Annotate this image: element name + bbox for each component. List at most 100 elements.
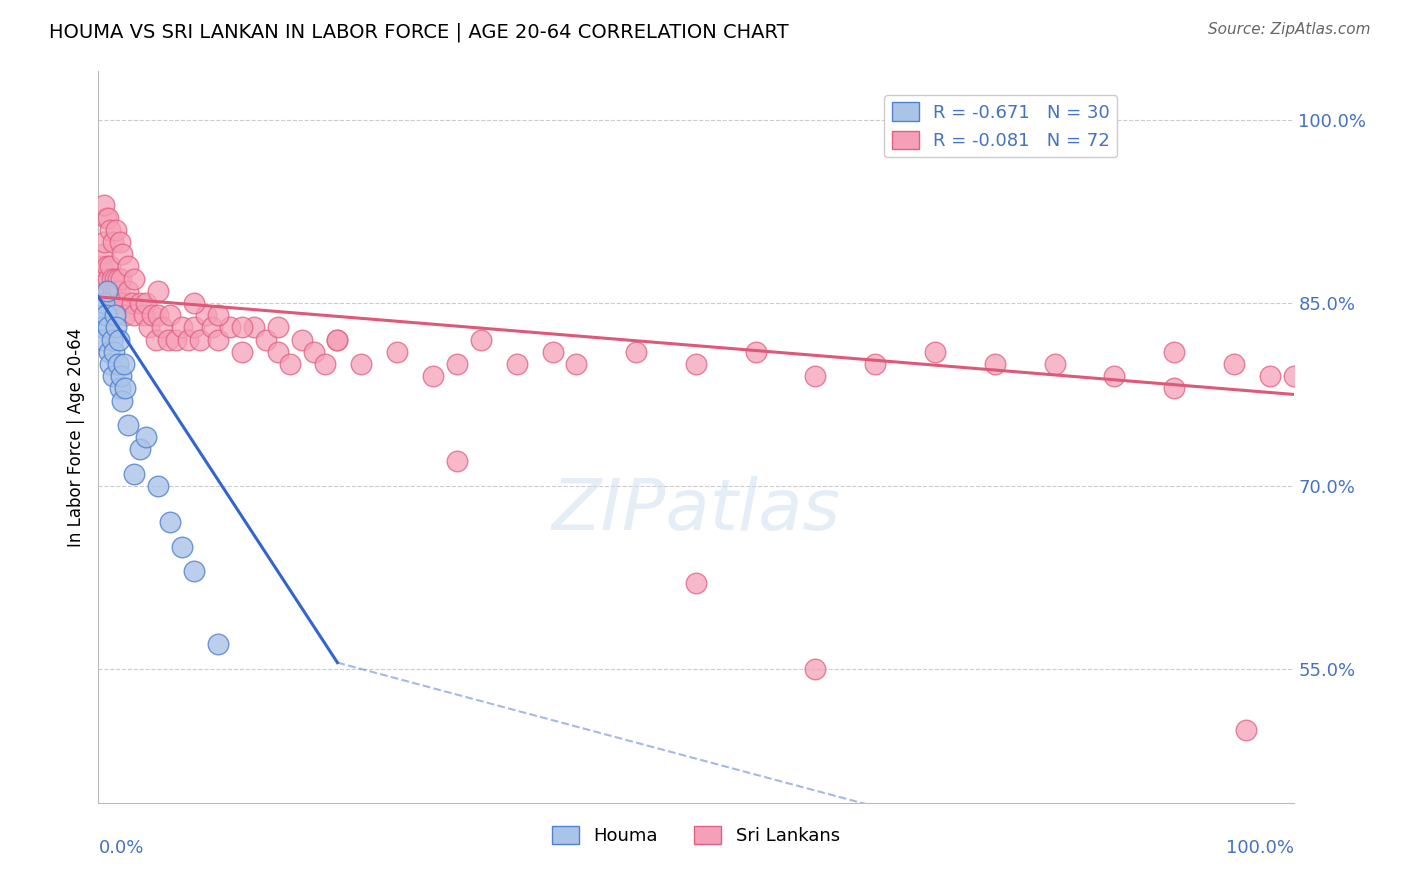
Point bbox=[97, 320, 120, 334]
Point bbox=[124, 271, 146, 285]
Point bbox=[97, 211, 120, 225]
Point bbox=[1282, 369, 1305, 384]
Point bbox=[91, 260, 114, 274]
Point bbox=[506, 357, 529, 371]
Point bbox=[100, 271, 122, 285]
Point bbox=[201, 320, 224, 334]
Point bbox=[326, 333, 349, 347]
Point bbox=[1163, 381, 1185, 395]
Point bbox=[267, 344, 290, 359]
Point bbox=[98, 284, 121, 298]
Point bbox=[121, 296, 143, 310]
Point bbox=[91, 320, 114, 334]
Point bbox=[105, 223, 128, 237]
Point bbox=[103, 344, 125, 359]
Point bbox=[924, 344, 946, 359]
Point bbox=[1258, 369, 1281, 384]
Point bbox=[105, 284, 128, 298]
Point bbox=[108, 235, 131, 249]
Point bbox=[267, 320, 290, 334]
Point bbox=[91, 247, 114, 261]
Point bbox=[96, 284, 118, 298]
Point bbox=[183, 320, 205, 334]
Point bbox=[124, 467, 146, 481]
Point bbox=[470, 333, 492, 347]
Point bbox=[114, 308, 136, 322]
Point bbox=[94, 211, 117, 225]
Point bbox=[98, 223, 122, 237]
Point bbox=[117, 284, 139, 298]
Point bbox=[172, 320, 194, 334]
Point bbox=[97, 271, 120, 285]
Point bbox=[207, 308, 229, 322]
Point bbox=[183, 296, 205, 310]
Point bbox=[446, 357, 468, 371]
Point bbox=[302, 344, 325, 359]
Point bbox=[804, 662, 827, 676]
Point bbox=[685, 576, 707, 591]
Point bbox=[105, 320, 128, 334]
Point bbox=[96, 260, 118, 274]
Point bbox=[108, 381, 131, 395]
Point bbox=[745, 344, 768, 359]
Point bbox=[148, 479, 170, 493]
Point bbox=[104, 271, 127, 285]
Text: Source: ZipAtlas.com: Source: ZipAtlas.com bbox=[1208, 22, 1371, 37]
Point bbox=[446, 454, 468, 468]
Point bbox=[148, 284, 170, 298]
Text: HOUMA VS SRI LANKAN IN LABOR FORCE | AGE 20-64 CORRELATION CHART: HOUMA VS SRI LANKAN IN LABOR FORCE | AGE… bbox=[49, 22, 789, 42]
Text: 100.0%: 100.0% bbox=[1226, 839, 1294, 857]
Point bbox=[110, 369, 132, 384]
Point bbox=[98, 357, 122, 371]
Point bbox=[243, 320, 266, 334]
Point bbox=[156, 333, 179, 347]
Point bbox=[148, 308, 170, 322]
Point bbox=[219, 320, 242, 334]
Point bbox=[135, 430, 157, 444]
Legend: Houma, Sri Lankans: Houma, Sri Lankans bbox=[546, 819, 846, 852]
Point bbox=[101, 369, 124, 384]
Point bbox=[254, 333, 277, 347]
Point bbox=[1043, 357, 1066, 371]
Point bbox=[107, 284, 129, 298]
Point bbox=[685, 357, 707, 371]
Point bbox=[107, 357, 129, 371]
Point bbox=[188, 333, 211, 347]
Point bbox=[350, 357, 373, 371]
Point bbox=[1223, 357, 1246, 371]
Point bbox=[141, 308, 163, 322]
Point bbox=[98, 344, 121, 359]
Point bbox=[541, 344, 564, 359]
Point bbox=[291, 333, 314, 347]
Point bbox=[110, 271, 132, 285]
Point bbox=[207, 333, 229, 347]
Point bbox=[207, 637, 229, 651]
Point bbox=[231, 344, 253, 359]
Point bbox=[804, 369, 827, 384]
Point bbox=[93, 296, 115, 310]
Text: 0.0%: 0.0% bbox=[98, 839, 143, 857]
Point bbox=[108, 296, 131, 310]
Point bbox=[1104, 369, 1126, 384]
Point bbox=[111, 393, 134, 408]
Point bbox=[114, 381, 136, 395]
Point bbox=[101, 284, 124, 298]
Text: ZIPatlas: ZIPatlas bbox=[551, 475, 841, 545]
Point bbox=[135, 296, 157, 310]
Point bbox=[90, 308, 112, 322]
Point bbox=[1234, 723, 1257, 737]
Point bbox=[172, 540, 194, 554]
Point bbox=[385, 344, 409, 359]
Point bbox=[565, 357, 588, 371]
Point bbox=[107, 333, 129, 347]
Point bbox=[231, 320, 253, 334]
Point bbox=[101, 235, 124, 249]
Point bbox=[93, 198, 115, 212]
Point bbox=[104, 308, 127, 322]
Point bbox=[138, 320, 160, 334]
Point bbox=[124, 308, 146, 322]
Point bbox=[159, 308, 181, 322]
Point bbox=[1163, 344, 1185, 359]
Y-axis label: In Labor Force | Age 20-64: In Labor Force | Age 20-64 bbox=[67, 327, 86, 547]
Point bbox=[107, 271, 129, 285]
